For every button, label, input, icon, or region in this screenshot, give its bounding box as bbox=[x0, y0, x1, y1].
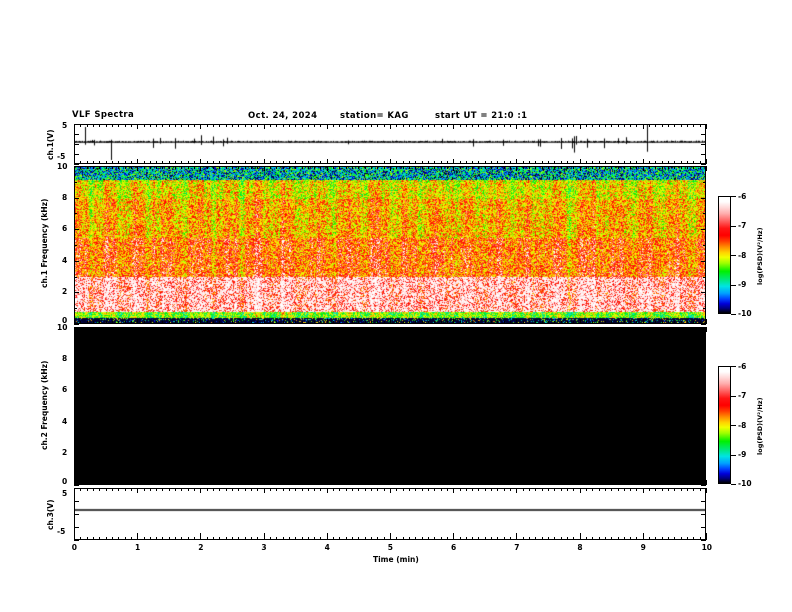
x-tick-label: 6 bbox=[451, 543, 457, 552]
x-axis-label: Time (min) bbox=[373, 555, 419, 564]
header-date: Oct. 24, 2024 bbox=[248, 111, 318, 121]
ch2-spec-ytick-2: 2 bbox=[62, 448, 68, 457]
ch2-spectrogram-axis-label: ch.2 Frequency (kHz) bbox=[40, 360, 49, 450]
ch1-spectrogram-axis-label: ch.1 Frequency (kHz) bbox=[40, 198, 49, 288]
x-tick-label: 10 bbox=[701, 543, 713, 552]
header-station: station= KAG bbox=[340, 111, 409, 121]
ch1-ytick-pos5: 5 bbox=[62, 121, 68, 130]
x-tick-label: 0 bbox=[71, 543, 78, 552]
cbar2-tick--10: -10 bbox=[738, 479, 752, 488]
colorbar-ch1-label: log(PSD)(V²/Hz) bbox=[756, 227, 764, 285]
cbar2-tick--9: -9 bbox=[738, 450, 747, 459]
ch1-waveform-axis-label: ch.1(V) bbox=[46, 129, 55, 160]
page-title: VLF Spectra bbox=[72, 110, 135, 120]
ch3-ytick-pos5: 5 bbox=[62, 489, 68, 498]
colorbar-ch2-label: log(PSD)(V²/Hz) bbox=[756, 397, 764, 455]
x-tick-label: 4 bbox=[324, 543, 330, 552]
ch1-ytick-neg5: -5 bbox=[57, 152, 66, 161]
ch2-spec-ytick-8: 8 bbox=[62, 354, 68, 363]
cbar2-tick--7: -7 bbox=[738, 391, 747, 400]
ch1-waveform-trace bbox=[75, 125, 705, 163]
colorbar-ch2 bbox=[718, 366, 731, 484]
ch3-waveform-trace bbox=[75, 489, 705, 539]
ch2-spec-ytick-10: 10 bbox=[57, 323, 68, 332]
ch2-spec-ytick-6: 6 bbox=[62, 385, 68, 394]
ch2-spectrogram-panel bbox=[74, 327, 706, 485]
ch3-ytick-neg5: -5 bbox=[57, 527, 66, 536]
ch1-spectrogram-image bbox=[75, 167, 705, 323]
cbar2-tick--6: -6 bbox=[738, 362, 747, 371]
ch2-spec-ytick-4: 4 bbox=[62, 417, 68, 426]
cbar1-tick--6: -6 bbox=[738, 192, 747, 201]
x-tick-label: 2 bbox=[198, 543, 204, 552]
header-start-ut: start UT = 21:0 :1 bbox=[435, 111, 528, 121]
ch1-spec-ytick-6: 6 bbox=[62, 224, 68, 233]
ch1-spec-ytick-2: 2 bbox=[62, 287, 68, 296]
ch1-spec-ytick-0: 0 bbox=[62, 316, 68, 325]
x-tick-label: 9 bbox=[640, 543, 646, 552]
ch3-waveform-panel bbox=[74, 488, 706, 540]
x-tick-label: 5 bbox=[387, 543, 394, 552]
ch2-spec-ytick-0: 0 bbox=[62, 477, 68, 486]
cbar2-tick--8: -8 bbox=[738, 421, 747, 430]
cbar1-tick--9: -9 bbox=[738, 280, 747, 289]
ch2-spectrogram-image bbox=[75, 328, 705, 484]
colorbar-ch1 bbox=[718, 196, 731, 314]
x-tick-label: 7 bbox=[514, 543, 520, 552]
ch1-spec-ytick-8: 8 bbox=[62, 193, 68, 202]
ch3-waveform-axis-label: ch.3(V) bbox=[46, 499, 55, 530]
x-tick-label: 8 bbox=[577, 543, 583, 552]
cbar1-tick--8: -8 bbox=[738, 251, 747, 260]
x-tick-label: 1 bbox=[135, 543, 141, 552]
cbar1-tick--7: -7 bbox=[738, 221, 747, 230]
ch1-spectrogram-panel bbox=[74, 166, 706, 324]
cbar1-tick--10: -10 bbox=[738, 309, 752, 318]
ch1-spec-ytick-4: 4 bbox=[62, 256, 68, 265]
ch1-spec-ytick-10: 10 bbox=[57, 162, 68, 171]
x-tick-label: 3 bbox=[261, 543, 267, 552]
ch1-waveform-panel bbox=[74, 124, 706, 164]
